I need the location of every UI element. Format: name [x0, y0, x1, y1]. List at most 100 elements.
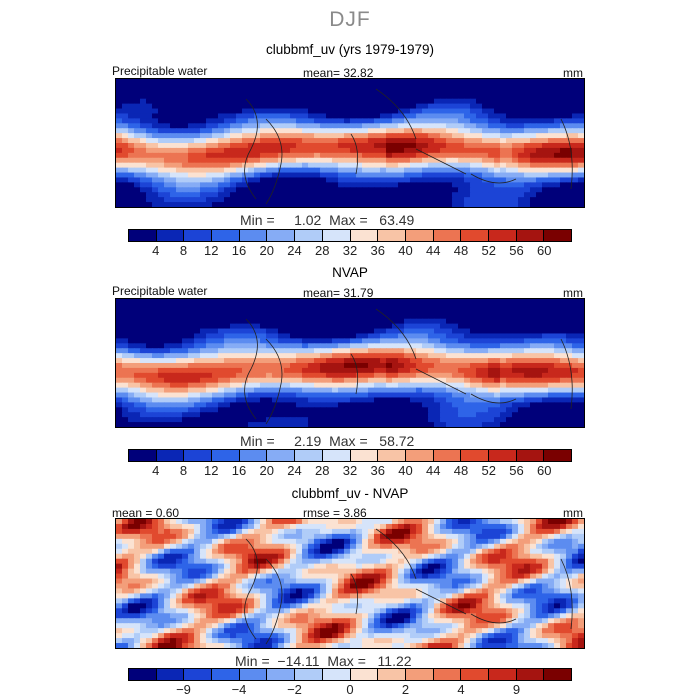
heatmap-cell [536, 133, 543, 139]
heatmap-cell [566, 133, 573, 139]
heatmap-cell [320, 157, 327, 164]
heatmap-cell [404, 108, 411, 115]
heatmap-cell [356, 353, 363, 359]
heatmap-cell [446, 318, 453, 325]
heatmap-cell [122, 83, 129, 90]
heatmap-cell [188, 563, 195, 570]
heatmap-cell [266, 563, 273, 570]
heatmap-cell [470, 187, 477, 193]
heatmap-cell [458, 133, 465, 139]
heatmap-cell [386, 328, 393, 335]
heatmap-cell [290, 83, 297, 90]
heatmap-cell [188, 402, 195, 408]
heatmap-cell [386, 363, 393, 369]
heatmap-cell [296, 397, 303, 403]
heatmap-cell [212, 192, 219, 198]
heatmap-cell [482, 143, 489, 149]
heatmap-cell [482, 407, 489, 413]
heatmap-cell [368, 162, 375, 169]
heatmap-cell [146, 568, 153, 575]
heatmap-cell [212, 299, 219, 305]
heatmap-cell [512, 563, 519, 570]
heatmap-cell [176, 422, 183, 427]
heatmap-cell [146, 182, 153, 188]
heatmap-cell [494, 167, 501, 174]
heatmap-cell [260, 417, 267, 423]
heatmap-cell [470, 123, 477, 129]
heatmap-cell [362, 377, 369, 384]
heatmap-cell [176, 372, 183, 379]
heatmap-cell [464, 328, 471, 335]
heatmap-cell [266, 382, 273, 389]
heatmap-cell [566, 182, 573, 188]
heatmap-cell [488, 402, 495, 408]
heatmap-cell [440, 318, 447, 325]
heatmap-cell [284, 568, 291, 575]
heatmap-cell [116, 363, 123, 369]
heatmap-cell [164, 152, 171, 159]
heatmap-cell [206, 167, 213, 174]
heatmap-cell [314, 103, 321, 110]
heatmap-cell [188, 177, 195, 183]
heatmap-cell [380, 417, 387, 423]
heatmap-cell [416, 528, 423, 535]
heatmap-cell [494, 177, 501, 183]
heatmap-cell [266, 533, 273, 540]
heatmap-cell [500, 308, 507, 315]
heatmap-cell [482, 123, 489, 129]
heatmap-cell [200, 417, 207, 423]
heatmap-cell [452, 128, 459, 134]
heatmap-cell [206, 118, 213, 124]
heatmap-cell [344, 157, 351, 164]
heatmap-cell [554, 412, 561, 418]
heatmap-cell [230, 402, 237, 408]
heatmap-cell [164, 553, 171, 560]
heatmap-cell [242, 377, 249, 384]
heatmap-cell [296, 333, 303, 339]
heatmap-cell [410, 523, 417, 530]
heatmap-cell [362, 338, 369, 344]
heatmap-cell [158, 543, 165, 550]
heatmap-cell [266, 343, 273, 349]
heatmap-cell [512, 138, 519, 144]
heatmap-cell [200, 543, 207, 550]
heatmap-cell [326, 118, 333, 124]
heatmap-cell [230, 523, 237, 530]
heatmap-cell [332, 172, 339, 179]
heatmap-cell [362, 123, 369, 129]
heatmap-cell [122, 402, 129, 408]
heatmap-cell [428, 197, 435, 203]
heatmap-cell [236, 197, 243, 203]
heatmap-cell [260, 128, 267, 134]
heatmap-cell [506, 308, 513, 315]
heatmap-cell [392, 133, 399, 139]
heatmap-cell [188, 113, 195, 119]
heatmap-cell [260, 308, 267, 315]
heatmap-cell [140, 523, 147, 530]
heatmap-cell [152, 147, 159, 154]
heatmap-cell [206, 172, 213, 179]
heatmap-cell [290, 558, 297, 565]
heatmap-cell [572, 192, 579, 198]
heatmap-cell [320, 177, 327, 183]
heatmap-cell [254, 528, 261, 535]
heatmap-cell [224, 353, 231, 359]
heatmap-cell [164, 167, 171, 174]
heatmap-cell [176, 519, 183, 525]
heatmap-cell [290, 407, 297, 413]
heatmap-cell [326, 192, 333, 198]
heatmap-cell [182, 367, 189, 374]
panel3-mean-label: mean = 0.60 [112, 506, 180, 520]
heatmap-cell [182, 177, 189, 183]
heatmap-cell [248, 358, 255, 364]
heatmap-cell [302, 123, 309, 129]
heatmap-cell [230, 308, 237, 315]
heatmap-cell [290, 358, 297, 364]
heatmap-cell [416, 152, 423, 159]
heatmap-cell [314, 422, 321, 427]
heatmap-cell [446, 192, 453, 198]
heatmap-cell [272, 88, 279, 95]
heatmap-cell [314, 308, 321, 315]
heatmap-cell [326, 412, 333, 418]
heatmap-cell [542, 202, 549, 207]
